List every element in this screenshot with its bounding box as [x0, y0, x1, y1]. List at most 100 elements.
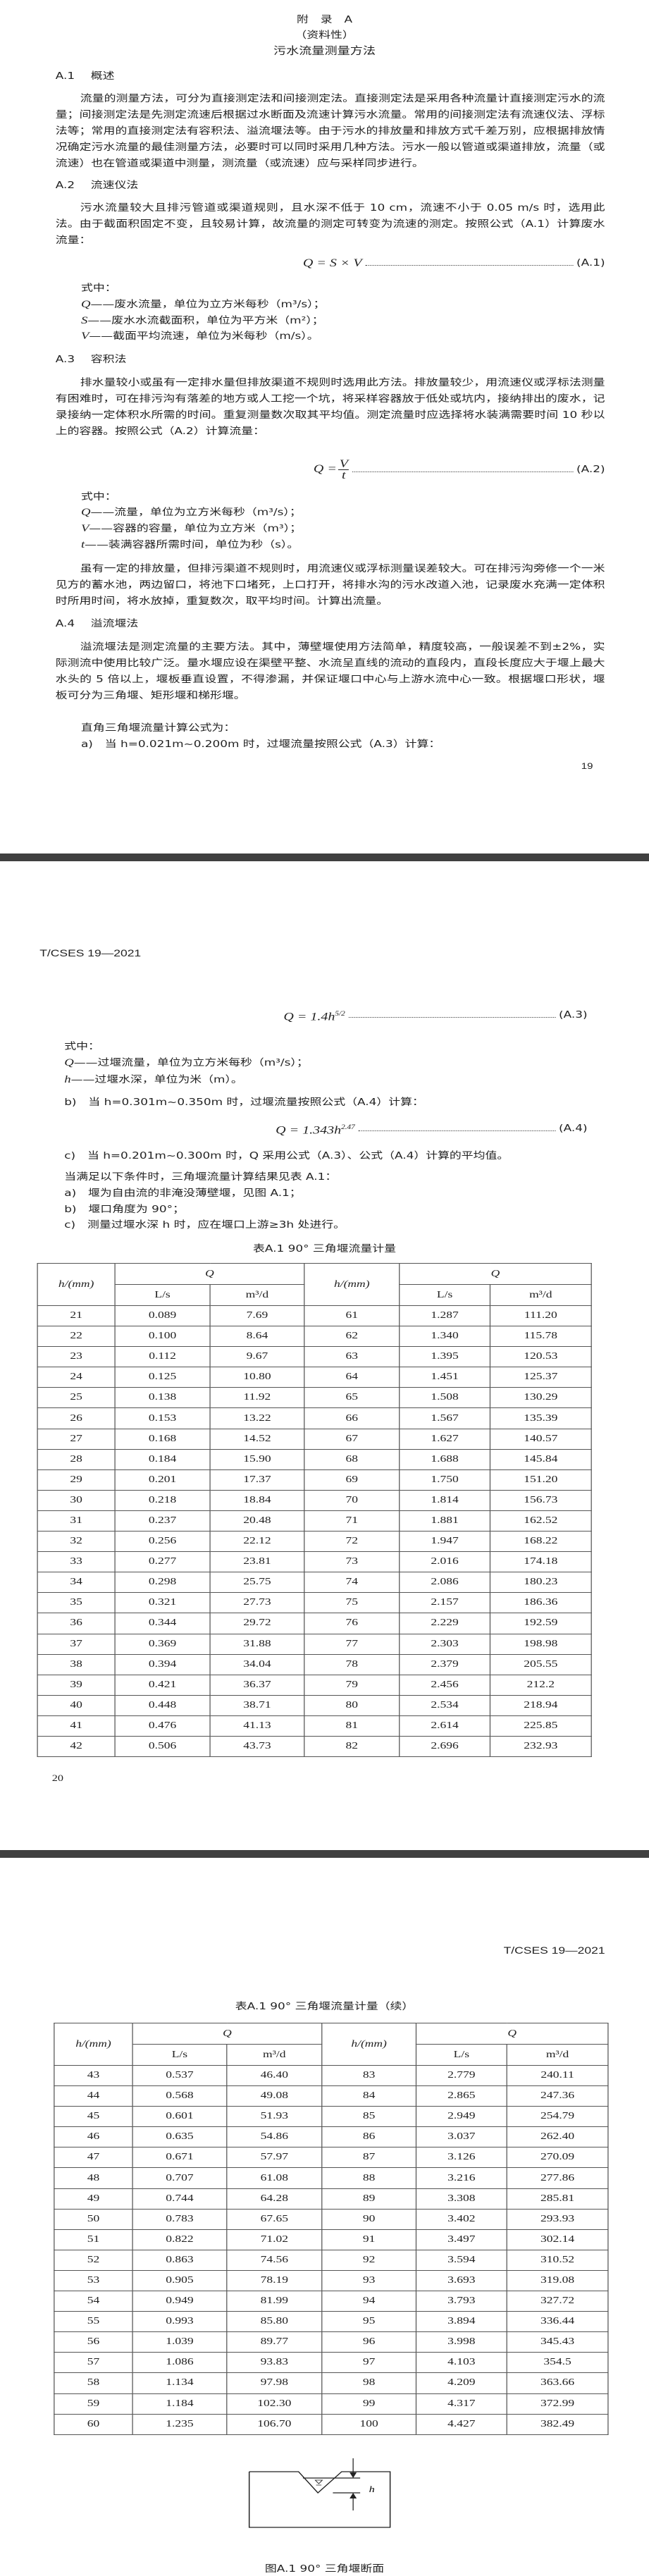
cell-h: 84 [321, 2085, 417, 2107]
cell-flow-ls: 1.395 [399, 1346, 491, 1368]
cell-h: 25 [37, 1387, 116, 1409]
cell-h: 73 [304, 1551, 400, 1573]
cell-flow-ls: 0.089 [114, 1305, 211, 1327]
cell-flow-m3d: 23.81 [209, 1551, 305, 1573]
cell-flow-ls: 0.184 [114, 1448, 211, 1470]
cell-h: 85 [321, 2106, 417, 2128]
cell-h: 82 [304, 1735, 400, 1758]
header-m3d: m³/d [506, 2044, 609, 2066]
cell-flow-ls: 3.594 [415, 2249, 507, 2271]
flow-table-continued: h/(mm) Q h/(mm) Q L/s m³/d L/s m³/d 43 0.… [54, 2023, 609, 2435]
cell-h: 90 [321, 2208, 417, 2230]
cell-flow-m3d: 140.57 [489, 1428, 592, 1450]
cell-h: 26 [37, 1407, 116, 1429]
cell-flow-m3d: 67.65 [226, 2208, 323, 2230]
variable-description: ——过堰水深，单位为米（m）。 [70, 1074, 243, 1085]
cell-flow-ls: 2.865 [415, 2085, 507, 2107]
section-a3-heading: A.3 容积法 [56, 352, 127, 368]
cell-h: 42 [37, 1735, 116, 1758]
cell-h: 81 [304, 1715, 400, 1737]
condition-item: c) 测量过堰水深 h 时，应在堰口上游≥3h 处进行。 [64, 1219, 345, 1231]
variable-symbol: h [64, 1074, 71, 1085]
cell-flow-ls: 3.894 [415, 2311, 507, 2333]
cell-flow-m3d: 247.36 [506, 2085, 609, 2107]
cell-flow-m3d: 18.84 [209, 1489, 305, 1511]
cell-flow-m3d: 38.71 [209, 1694, 305, 1716]
variable-definition: h——过堰水深，单位为米（m）。 [64, 1072, 243, 1088]
cell-h: 49 [54, 2188, 133, 2210]
cell-h: 21 [37, 1305, 116, 1327]
cell-flow-m3d: 130.29 [489, 1387, 592, 1409]
cell-h: 77 [304, 1633, 400, 1655]
cell-h: 89 [321, 2188, 417, 2210]
cell-flow-m3d: 111.20 [489, 1305, 592, 1327]
cell-h: 52 [54, 2249, 133, 2271]
cell-h: 83 [321, 2064, 417, 2087]
variable-symbol: t [80, 539, 85, 550]
cell-flow-ls: 0.421 [114, 1674, 211, 1696]
section-a2-heading: A.2 流速仪法 [56, 178, 138, 194]
appendix-title: 附 录 A [296, 14, 353, 25]
cell-h: 93 [321, 2269, 417, 2292]
cell-h: 41 [37, 1715, 116, 1737]
table-row: 51 0.822 71.02 91 3.497 302.14 [54, 2229, 609, 2250]
section-number: A.3 [55, 354, 75, 365]
table-row: 55 0.993 85.80 95 3.894 336.44 [54, 2311, 609, 2333]
cell-h: 95 [321, 2311, 417, 2333]
weir-cross-section-figure: h [248, 2458, 391, 2528]
cell-flow-ls: 0.601 [132, 2106, 228, 2128]
cell-flow-ls: 3.793 [415, 2291, 507, 2312]
header-m3d: m³/d [489, 1284, 592, 1306]
cell-h: 63 [304, 1346, 400, 1368]
formula-exponent: 2.47 [341, 1123, 355, 1130]
table-row: 32 0.256 22.12 72 1.947 168.22 [37, 1531, 592, 1553]
cell-flow-m3d: 262.40 [506, 2126, 609, 2148]
figure-label-h: h [369, 2484, 375, 2494]
table-row: 48 0.707 61.08 88 3.216 277.86 [54, 2167, 609, 2189]
cell-h: 69 [304, 1469, 400, 1491]
cell-flow-ls: 4.317 [415, 2393, 507, 2415]
table-row: 50 0.783 67.65 90 3.402 293.93 [54, 2208, 609, 2230]
cell-flow-m3d: 81.99 [226, 2291, 323, 2312]
formula-tag: (A.4) [559, 1123, 588, 1134]
cell-flow-ls: 2.949 [415, 2106, 507, 2128]
cell-flow-ls: 0.277 [114, 1551, 211, 1573]
variable-description: ——过堰流量，单位为立方米每秒（m³/s）； [73, 1057, 309, 1068]
variable-description: ——废水流量，单位为立方米每秒（m³/s）； [90, 299, 326, 310]
fraction-numerator: V [339, 457, 348, 470]
table-row: 25 0.138 11.92 65 1.508 130.29 [37, 1387, 592, 1409]
variable-description: ——流量，单位为立方米每秒（m³/s）； [90, 507, 302, 518]
cell-h: 60 [54, 2413, 133, 2435]
variable-definition: Q——过堰流量，单位为立方米每秒（m³/s）； [64, 1055, 308, 1071]
table-row: 22 0.100 8.64 62 1.340 115.78 [37, 1326, 592, 1348]
dot-leader [365, 265, 574, 266]
table-row: 44 0.568 49.08 84 2.865 247.36 [54, 2085, 609, 2107]
cell-flow-m3d: 64.28 [226, 2188, 323, 2210]
cell-h: 96 [321, 2331, 417, 2353]
cell-flow-m3d: 205.55 [489, 1653, 592, 1675]
cell-flow-m3d: 125.37 [489, 1367, 592, 1388]
cell-flow-ls: 0.537 [132, 2064, 228, 2087]
variable-symbol: Q [80, 507, 91, 518]
table-row: 23 0.112 9.67 63 1.395 120.53 [37, 1346, 592, 1368]
cell-flow-ls: 1.881 [399, 1510, 491, 1532]
cell-flow-m3d: 345.43 [506, 2331, 609, 2353]
cell-flow-m3d: 302.14 [506, 2229, 609, 2250]
cell-flow-m3d: 41.13 [209, 1715, 305, 1737]
fraction-bar [338, 469, 350, 470]
cell-flow-m3d: 36.37 [209, 1674, 305, 1696]
cell-h: 27 [37, 1428, 116, 1450]
variable-definition: Q——废水流量，单位为立方米每秒（m³/s）； [81, 297, 325, 313]
variable-definition: t——装满容器所需时间，单位为秒（s）。 [81, 537, 299, 553]
cell-flow-ls: 0.568 [132, 2085, 228, 2107]
cell-h: 78 [304, 1653, 400, 1675]
table-row: 39 0.421 36.37 79 2.456 212.2 [37, 1674, 592, 1696]
section-a2-paragraph: 污水流量较大且排污管道或渠道规则，且水深不低于 10 cm，流速不小于 0.05… [55, 202, 605, 246]
cell-h: 98 [321, 2372, 417, 2394]
cell-flow-ls: 0.707 [132, 2167, 228, 2189]
cell-flow-ls: 0.905 [132, 2269, 228, 2292]
cell-flow-m3d: 97.98 [226, 2372, 323, 2394]
table-row: 33 0.277 23.81 73 2.016 174.18 [37, 1551, 592, 1573]
cell-flow-m3d: 180.23 [489, 1572, 592, 1594]
cell-flow-m3d: 71.02 [226, 2229, 323, 2250]
